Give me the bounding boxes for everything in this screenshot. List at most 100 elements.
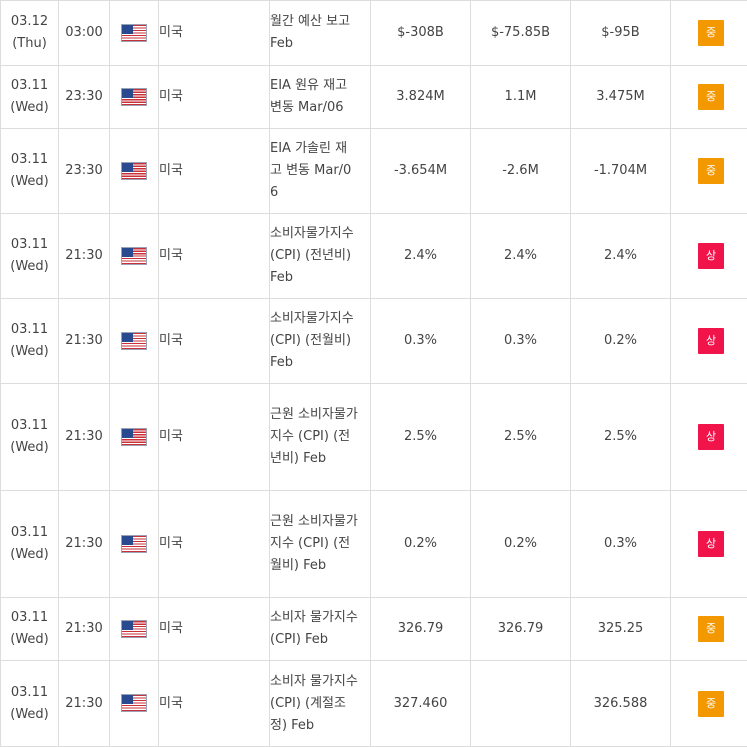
table-row[interactable]: 03.11 (Wed) 21:30 미국 소비자 물가지수(CPI) Feb 32… — [1, 598, 747, 661]
date-cell: 03.11 (Wed) — [1, 384, 59, 491]
forecast-value: 2.5% — [471, 384, 571, 491]
time: 23:30 — [59, 66, 110, 129]
us-flag-icon — [122, 25, 146, 41]
time: 21:30 — [59, 214, 110, 299]
date-cell: 03.11 (Wed) — [1, 661, 59, 747]
event-name[interactable]: 근원 소비자물가지수 (CPI) (전월비) Feb — [270, 511, 358, 577]
date-cell: 03.11 (Wed) — [1, 598, 59, 661]
event-name[interactable]: 월간 예산 보고 Feb — [270, 11, 358, 55]
importance-badge: 중 — [698, 84, 724, 110]
forecast-value: $-75.85B — [471, 1, 571, 66]
event-name[interactable]: 소비자물가지수 (CPI) (전년비) Feb — [270, 223, 358, 289]
country: 미국 — [159, 491, 270, 598]
event-name[interactable]: 소비자 물가지수(CPI) Feb — [270, 607, 358, 651]
previous-value: 3.475M — [571, 66, 671, 129]
date-cell: 03.11 (Wed) — [1, 299, 59, 384]
weekday: (Wed) — [10, 547, 49, 562]
previous-value: 326.588 — [571, 661, 671, 747]
actual-value: $-308B — [371, 1, 471, 66]
forecast-value: 2.4% — [471, 214, 571, 299]
country: 미국 — [159, 1, 270, 66]
date: 03.12 — [11, 14, 48, 29]
event-name[interactable]: 소비자물가지수 (CPI) (전월비) Feb — [270, 308, 358, 374]
forecast-value — [471, 661, 571, 747]
actual-value: 0.3% — [371, 299, 471, 384]
us-flag-icon — [122, 621, 146, 637]
weekday: (Thu) — [12, 36, 47, 51]
importance-badge: 상 — [698, 424, 724, 450]
actual-value: 3.824M — [371, 66, 471, 129]
us-flag-icon — [122, 429, 146, 445]
weekday: (Wed) — [10, 100, 49, 115]
table-row[interactable]: 03.11 (Wed) 21:30 미국 근원 소비자물가지수 (CPI) (전년… — [1, 384, 747, 491]
us-flag-icon — [122, 248, 146, 264]
us-flag-icon — [122, 536, 146, 552]
importance-badge: 상 — [698, 328, 724, 354]
time: 03:00 — [59, 1, 110, 66]
previous-value: 0.2% — [571, 299, 671, 384]
us-flag-icon — [122, 89, 146, 105]
actual-value: 326.79 — [371, 598, 471, 661]
country: 미국 — [159, 598, 270, 661]
time: 21:30 — [59, 491, 110, 598]
date-cell: 03.11 (Wed) — [1, 129, 59, 214]
table-row[interactable]: 03.11 (Wed) 21:30 미국 소비자물가지수 (CPI) (전년비) … — [1, 214, 747, 299]
date: 03.11 — [11, 237, 48, 252]
table-row[interactable]: 03.11(Wed) 23:30 미국 EIA 원유 재고 변동 Mar/06 … — [1, 66, 747, 129]
forecast-value: 0.3% — [471, 299, 571, 384]
importance-badge: 중 — [698, 158, 724, 184]
time: 21:30 — [59, 384, 110, 491]
date: 03.11 — [11, 685, 48, 700]
actual-value: 2.4% — [371, 214, 471, 299]
weekday: (Wed) — [10, 344, 49, 359]
us-flag-icon — [122, 695, 146, 711]
importance-badge: 중 — [698, 20, 724, 46]
date: 03.11 — [11, 78, 48, 93]
date: 03.11 — [11, 418, 48, 433]
date: 03.11 — [11, 322, 48, 337]
country: 미국 — [159, 214, 270, 299]
us-flag-icon — [122, 333, 146, 349]
time: 21:30 — [59, 661, 110, 747]
weekday: (Wed) — [10, 707, 49, 722]
table-row[interactable]: 03.11 (Wed) 21:30 미국 소비자물가지수 (CPI) (전월비) … — [1, 299, 747, 384]
event-name[interactable]: EIA 가솔린 재고 변동 Mar/06 — [270, 138, 358, 204]
time: 23:30 — [59, 129, 110, 214]
weekday: (Wed) — [10, 259, 49, 274]
event-name[interactable]: 소비자 물가지수(CPI) (계절조정) Feb — [270, 671, 358, 737]
event-name[interactable]: EIA 원유 재고 변동 Mar/06 — [270, 75, 358, 119]
forecast-value: 1.1M — [471, 66, 571, 129]
event-name[interactable]: 근원 소비자물가지수 (CPI) (전년비) Feb — [270, 404, 358, 470]
us-flag-icon — [122, 163, 146, 179]
date: 03.11 — [11, 610, 48, 625]
country: 미국 — [159, 299, 270, 384]
time: 21:30 — [59, 299, 110, 384]
table-row[interactable]: 03.11(Wed) 21:30 미국 근원 소비자물가지수 (CPI) (전월… — [1, 491, 747, 598]
date-cell: 03.11 (Wed) — [1, 66, 59, 129]
actual-value: 2.5% — [371, 384, 471, 491]
date-cell: 03.11(Wed) — [1, 491, 59, 598]
country: 미국 — [159, 129, 270, 214]
table-row[interactable]: 03.12(Thu) 03:00 미국 월간 예산 보고 Feb $-308B … — [1, 1, 747, 66]
date: 03.11 — [11, 152, 48, 167]
time: 21:30 — [59, 598, 110, 661]
previous-value: $-95B — [571, 1, 671, 66]
forecast-value: 0.2% — [471, 491, 571, 598]
table-row[interactable]: 03.11 (Wed) 23:30 미국 EIA 가솔린 재고 변동 Mar/06… — [1, 129, 747, 214]
weekday: (Wed) — [10, 632, 49, 647]
importance-badge: 중 — [698, 616, 724, 642]
forecast-value: -2.6M — [471, 129, 571, 214]
previous-value: 2.4% — [571, 214, 671, 299]
weekday: (Wed) — [10, 440, 49, 455]
weekday: (Wed) — [10, 174, 49, 189]
country: 미국 — [159, 66, 270, 129]
date-cell: 03.12 (Thu) — [1, 1, 59, 66]
importance-badge: 중 — [698, 691, 724, 717]
table-row[interactable]: 03.11(Wed) 21:30 미국 소비자 물가지수(CPI) (계절조정)… — [1, 661, 747, 747]
actual-value: 327.460 — [371, 661, 471, 747]
actual-value: -3.654M — [371, 129, 471, 214]
previous-value: 0.3% — [571, 491, 671, 598]
country: 미국 — [159, 384, 270, 491]
previous-value: 2.5% — [571, 384, 671, 491]
